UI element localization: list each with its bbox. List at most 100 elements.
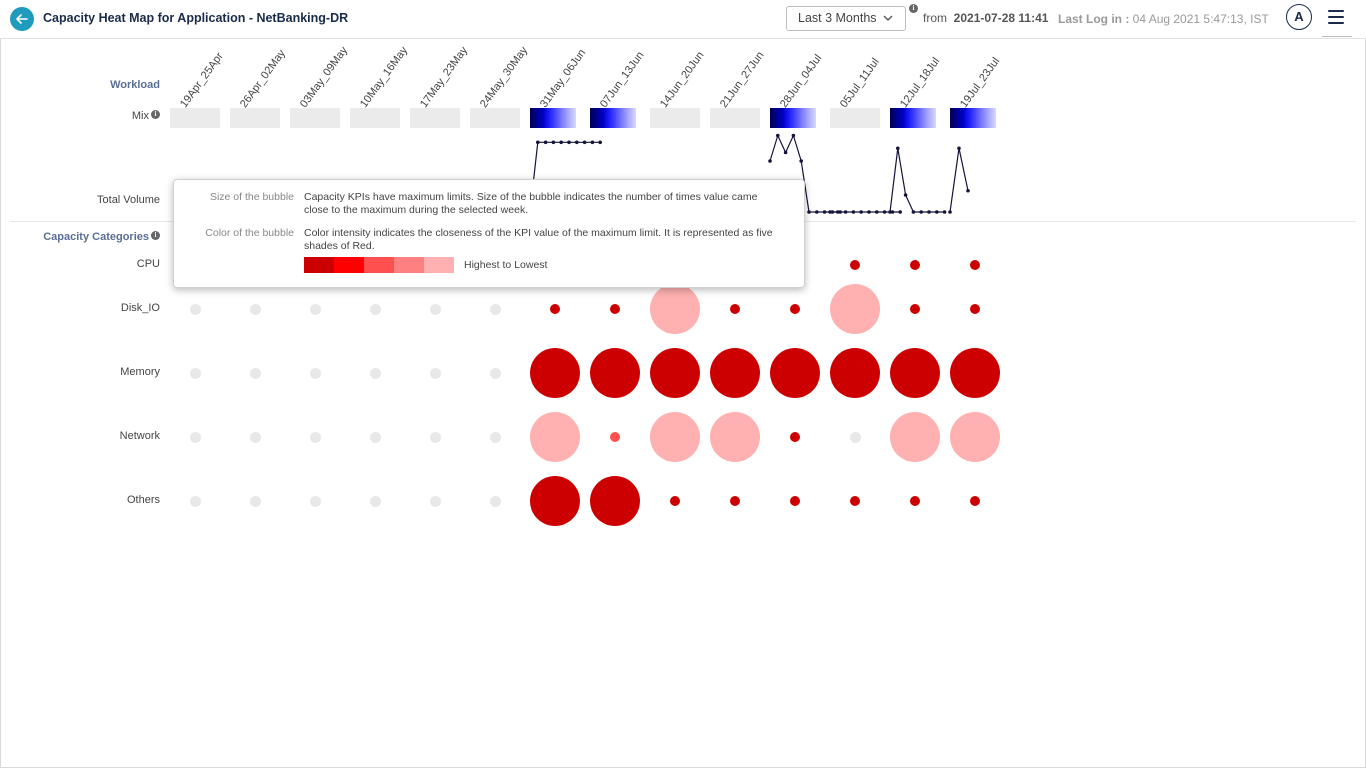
capacity-bubble[interactable] <box>249 303 261 315</box>
volume-point[interactable] <box>598 140 602 145</box>
hamburger-menu-icon[interactable] <box>1328 10 1344 24</box>
capacity-bubble[interactable] <box>710 412 760 462</box>
volume-point[interactable] <box>935 210 939 214</box>
capacity-bubble[interactable] <box>650 412 700 462</box>
capacity-bubble[interactable] <box>770 348 820 398</box>
mix-cell[interactable] <box>890 108 936 128</box>
back-button[interactable] <box>10 7 34 31</box>
capacity-bubble[interactable] <box>710 348 760 398</box>
volume-point[interactable] <box>536 140 540 145</box>
capacity-bubble[interactable] <box>369 431 381 443</box>
volume-point[interactable] <box>776 133 780 138</box>
capacity-bubble[interactable] <box>309 495 321 507</box>
mix-cell[interactable] <box>410 108 460 128</box>
volume-point[interactable] <box>543 140 548 145</box>
mix-cell[interactable] <box>290 108 340 128</box>
mix-cell[interactable] <box>530 108 576 128</box>
capacity-bubble[interactable] <box>530 348 580 398</box>
volume-point[interactable] <box>799 159 803 163</box>
mix-cell[interactable] <box>590 108 636 128</box>
capacity-bubble[interactable] <box>830 348 880 398</box>
capacity-bubble[interactable] <box>650 284 700 334</box>
capacity-bubble[interactable] <box>850 260 860 270</box>
volume-point[interactable] <box>851 210 856 214</box>
volume-point[interactable] <box>911 210 916 214</box>
capacity-bubble[interactable] <box>970 260 980 270</box>
info-icon[interactable]: i <box>909 4 918 13</box>
volume-point[interactable] <box>882 210 887 214</box>
volume-point[interactable] <box>783 150 788 155</box>
capacity-bubble[interactable] <box>790 304 800 314</box>
volume-point[interactable] <box>898 210 902 214</box>
capacity-bubble[interactable] <box>790 496 800 506</box>
capacity-bubble[interactable] <box>309 367 321 379</box>
volume-point[interactable] <box>791 133 796 138</box>
volume-point[interactable] <box>768 159 772 163</box>
capacity-bubble[interactable] <box>910 304 920 314</box>
mix-cell[interactable] <box>170 108 220 128</box>
capacity-bubble[interactable] <box>189 367 201 379</box>
volume-point[interactable] <box>896 146 900 151</box>
volume-point[interactable] <box>888 210 892 214</box>
capacity-bubble[interactable] <box>530 412 580 462</box>
capacity-bubble[interactable] <box>429 303 441 315</box>
mix-cell[interactable] <box>470 108 520 128</box>
capacity-bubble[interactable] <box>730 304 740 314</box>
mix-info-icon[interactable]: i <box>151 110 160 119</box>
capacity-bubble[interactable] <box>249 431 261 443</box>
user-avatar[interactable]: A <box>1286 4 1312 30</box>
capacity-bubble[interactable] <box>429 431 441 443</box>
capacity-bubble[interactable] <box>590 348 640 398</box>
mix-cell[interactable] <box>710 108 760 128</box>
volume-point[interactable] <box>867 210 871 214</box>
volume-point[interactable] <box>551 140 556 145</box>
capacity-bubble[interactable] <box>670 496 680 506</box>
capacity-bubble[interactable] <box>590 476 640 526</box>
volume-point[interactable] <box>559 140 563 145</box>
capacity-bubble[interactable] <box>970 496 980 506</box>
capacity-bubble[interactable] <box>189 303 201 315</box>
mix-cell[interactable] <box>770 108 816 128</box>
capacity-bubble[interactable] <box>950 348 1000 398</box>
capacity-bubble[interactable] <box>849 431 861 443</box>
volume-point[interactable] <box>590 140 595 145</box>
volume-point[interactable] <box>567 140 571 145</box>
volume-point[interactable] <box>815 210 819 214</box>
capacity-bubble[interactable] <box>429 367 441 379</box>
capacity-bubble[interactable] <box>249 367 261 379</box>
capacity-bubble[interactable] <box>910 260 920 270</box>
capacity-bubble[interactable] <box>950 412 1000 462</box>
capacity-bubble[interactable] <box>309 431 321 443</box>
volume-point[interactable] <box>942 210 947 214</box>
volume-point[interactable] <box>957 146 961 151</box>
capacity-bubble[interactable] <box>429 495 441 507</box>
capacity-bubble[interactable] <box>910 496 920 506</box>
mix-cell[interactable] <box>230 108 280 128</box>
capacity-info-icon[interactable]: i <box>151 231 160 240</box>
volume-point[interactable] <box>836 210 840 214</box>
capacity-bubble[interactable] <box>650 348 700 398</box>
capacity-bubble[interactable] <box>369 367 381 379</box>
capacity-bubble[interactable] <box>369 303 381 315</box>
capacity-bubble[interactable] <box>790 432 800 442</box>
capacity-bubble[interactable] <box>610 304 620 314</box>
capacity-bubble[interactable] <box>850 496 860 506</box>
capacity-bubble[interactable] <box>369 495 381 507</box>
capacity-bubble[interactable] <box>489 431 501 443</box>
capacity-bubble[interactable] <box>309 303 321 315</box>
time-range-dropdown[interactable]: Last 3 Months <box>786 6 906 31</box>
volume-point[interactable] <box>966 188 970 193</box>
capacity-bubble[interactable] <box>489 495 501 507</box>
capacity-bubble[interactable] <box>830 284 880 334</box>
volume-point[interactable] <box>822 210 827 214</box>
capacity-bubble[interactable] <box>189 431 201 443</box>
capacity-bubble[interactable] <box>530 476 580 526</box>
volume-point[interactable] <box>903 193 908 197</box>
volume-point[interactable] <box>927 210 931 214</box>
capacity-bubble[interactable] <box>489 367 501 379</box>
capacity-bubble[interactable] <box>890 348 940 398</box>
mix-cell[interactable] <box>950 108 996 128</box>
mix-cell[interactable] <box>830 108 880 128</box>
volume-point[interactable] <box>919 210 923 214</box>
capacity-bubble[interactable] <box>489 303 501 315</box>
